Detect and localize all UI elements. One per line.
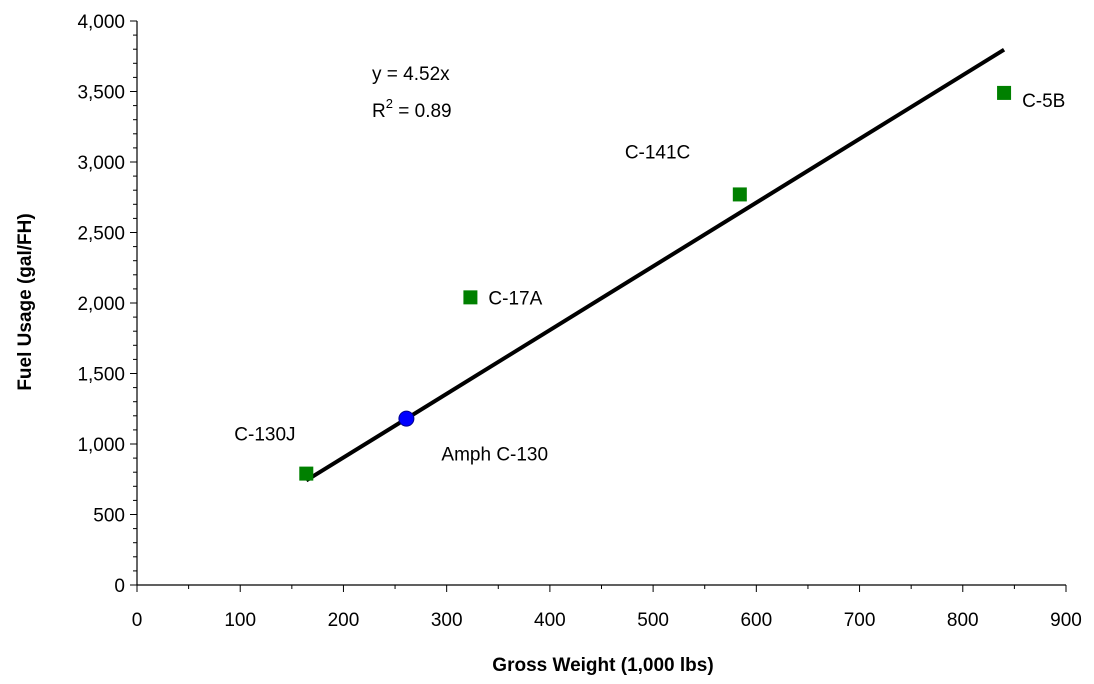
point-label: C-5B bbox=[1022, 91, 1065, 112]
y-tick-label: 2,500 bbox=[77, 224, 125, 245]
x-tick-label: 900 bbox=[1050, 610, 1082, 631]
y-tick-label: 3,000 bbox=[77, 153, 125, 174]
data-point-amph-c-130 bbox=[398, 410, 415, 427]
x-tick-label: 500 bbox=[637, 610, 669, 631]
point-labels: C-130J C-17A C-141C C-5B Amph C-130 bbox=[234, 91, 1065, 466]
data-point-c-130j bbox=[299, 466, 314, 481]
x-tick-label: 300 bbox=[431, 610, 463, 631]
axes bbox=[136, 21, 1066, 586]
x-tick-label: 0 bbox=[132, 610, 143, 631]
x-tick-label: 200 bbox=[328, 610, 360, 631]
r2-suffix: = 0.89 bbox=[393, 101, 452, 122]
x-axis-title: Gross Weight (1,000 lbs) bbox=[492, 655, 713, 676]
y-tick-label: 3,500 bbox=[77, 83, 125, 104]
r2-prefix: R bbox=[372, 101, 386, 122]
y-tick-label: 500 bbox=[93, 506, 125, 527]
x-ticks: 0 100 200 300 400 500 600 700 800 900 bbox=[132, 585, 1082, 631]
y-tick-label: 1,000 bbox=[77, 435, 125, 456]
r2-superscript: 2 bbox=[386, 96, 393, 111]
trendline bbox=[305, 47, 1006, 483]
data-point-c-17a bbox=[463, 290, 478, 305]
data-point-c-5b bbox=[997, 85, 1012, 100]
data-point-c-141c bbox=[732, 187, 747, 202]
point-label: Amph C-130 bbox=[441, 445, 548, 466]
x-tick-label: 700 bbox=[844, 610, 876, 631]
y-tick-label: 2,000 bbox=[77, 294, 125, 315]
y-tick-label: 0 bbox=[114, 576, 125, 597]
x-tick-label: 600 bbox=[740, 610, 772, 631]
trendline-r-squared: R2 = 0.89 bbox=[372, 96, 452, 122]
point-label: C-141C bbox=[625, 142, 690, 163]
y-ticks: 0 500 1,000 1,500 2,000 2,500 3,000 3,500 4,000 bbox=[77, 12, 137, 597]
x-tick-label: 400 bbox=[534, 610, 566, 631]
y-axis-title: Fuel Usage (gal/FH) bbox=[15, 213, 36, 390]
points bbox=[299, 85, 1012, 481]
y-tick-label: 1,500 bbox=[77, 365, 125, 386]
trendline-equation: y = 4.52x bbox=[372, 64, 450, 85]
point-label: C-130J bbox=[234, 425, 295, 446]
point-label: C-17A bbox=[488, 288, 542, 309]
trendline-group bbox=[305, 47, 1006, 483]
x-tick-label: 800 bbox=[947, 610, 979, 631]
x-tick-label: 100 bbox=[224, 610, 256, 631]
y-tick-label: 4,000 bbox=[77, 12, 125, 33]
